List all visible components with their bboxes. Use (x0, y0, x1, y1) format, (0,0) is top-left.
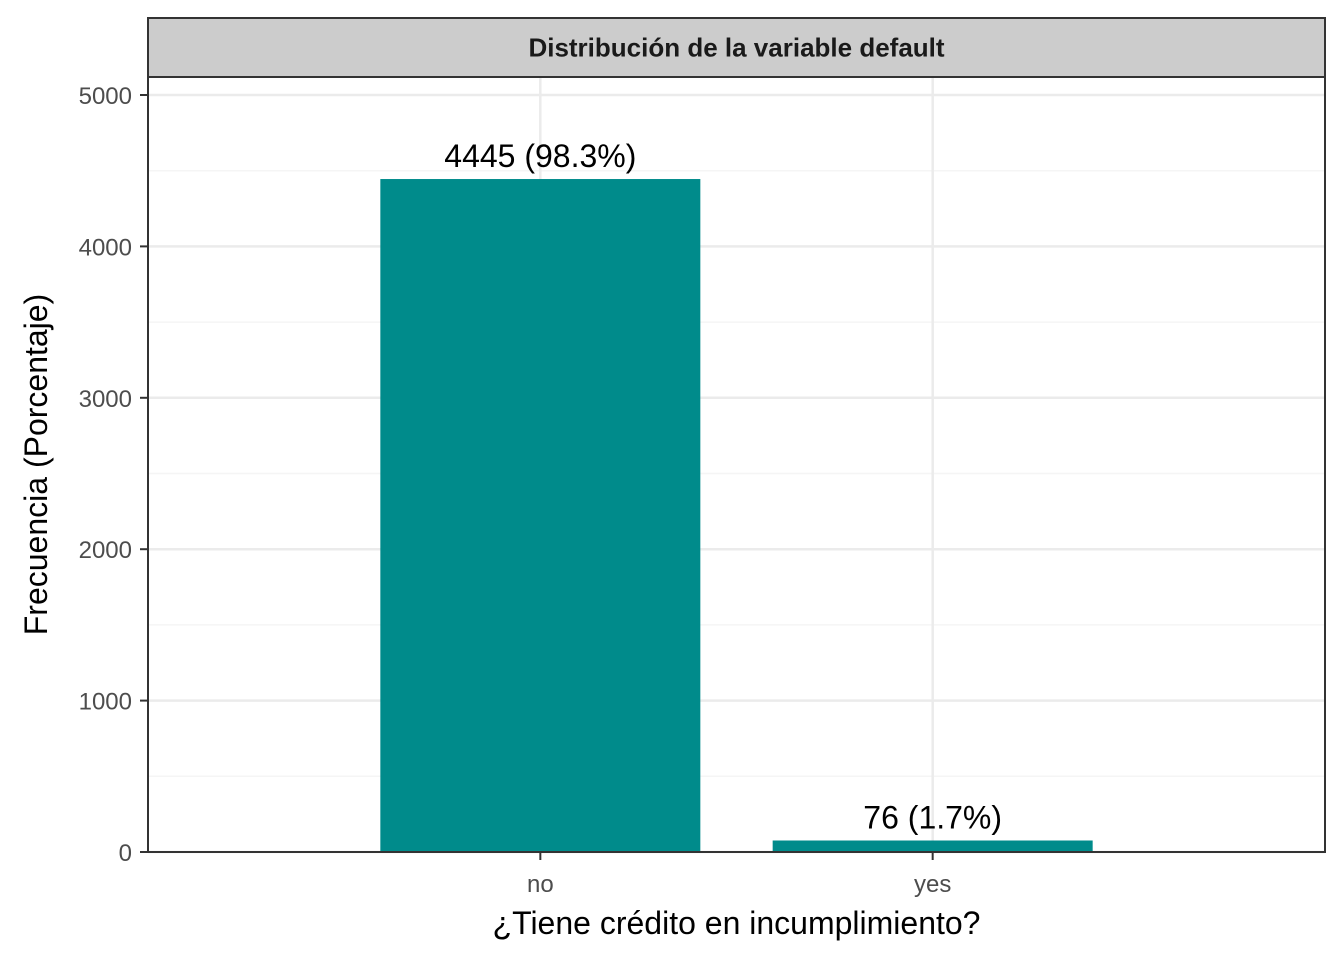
title-strip (147, 17, 1326, 78)
bars (380, 179, 1093, 853)
bar-no (380, 179, 701, 853)
x-axis-title: ¿Tiene crédito en incumplimiento? (493, 905, 981, 941)
y-tick-label: 0 (119, 840, 132, 867)
panel-border (147, 76, 1326, 853)
y-tick-label: 5000 (79, 83, 132, 110)
axes: 0 1000 2000 3000 4000 5000 no yes (79, 83, 952, 898)
y-tick-label: 4000 (79, 234, 132, 261)
bar-yes (772, 840, 1093, 852)
x-tick-label: no (527, 871, 554, 898)
y-tick-label: 1000 (79, 689, 132, 716)
data-label-yes: 76 (1.7%) (863, 799, 1002, 835)
x-tick-label: yes (914, 871, 951, 898)
data-labels: 4445 (98.3%) 76 (1.7%) (444, 138, 1002, 835)
grid-lines (148, 77, 1325, 854)
chart-title: Distribución de la variable default (528, 33, 944, 63)
data-label-no: 4445 (98.3%) (444, 138, 636, 174)
y-axis-title: Frecuencia (Porcentaje) (18, 294, 54, 635)
y-tick-label: 3000 (79, 386, 132, 413)
y-tick-label: 2000 (79, 537, 132, 564)
